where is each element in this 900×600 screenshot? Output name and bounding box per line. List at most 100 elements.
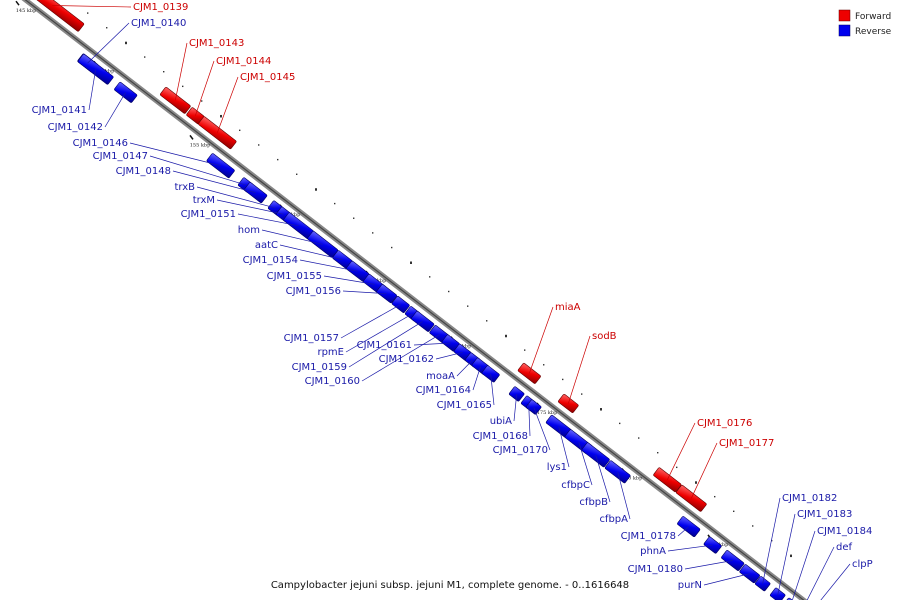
gene-label-cjm1_0184[interactable]: CJM1_0184	[817, 526, 872, 537]
guide-dot	[467, 305, 469, 307]
tick-dots	[87, 12, 792, 558]
gene-label-rpme[interactable]: rpmE	[317, 347, 344, 358]
gene-label-cjm1_0146[interactable]: CJM1_0146	[73, 138, 128, 149]
guide-dot	[524, 349, 526, 351]
leader-line-purn	[703, 573, 750, 586]
gene-label-cjm1_0178[interactable]: CJM1_0178	[621, 531, 676, 542]
gene-label-trxb[interactable]: trxB	[174, 182, 195, 193]
leader-line-cjm1_0140	[87, 22, 130, 64]
gene-label-cjm1_0156[interactable]: CJM1_0156	[286, 286, 341, 297]
gene-label-cjm1_0142[interactable]: CJM1_0142	[48, 122, 103, 133]
gene-label-cjm1_0151[interactable]: CJM1_0151	[181, 209, 236, 220]
guide-dot	[315, 188, 317, 191]
leader-line-trxb	[196, 186, 276, 209]
gene-label-cjm1_0162[interactable]: CJM1_0162	[379, 354, 434, 365]
guide-dot	[657, 451, 659, 454]
leader-line-cjm1_0151	[237, 213, 299, 227]
guide-dot	[505, 334, 507, 338]
gene-label-ubia[interactable]: ubiA	[490, 416, 512, 427]
guide-dot	[182, 85, 184, 88]
guide-dot	[258, 144, 260, 146]
gene-feature-miaa[interactable]	[517, 363, 542, 384]
leader-line-cjm1_0183	[777, 513, 796, 596]
gene-label-cjm1_0157[interactable]: CJM1_0157	[284, 333, 339, 344]
leader-line-cjm1_0165	[490, 373, 495, 406]
gene-label-purn[interactable]: purN	[678, 580, 702, 591]
gene-label-def[interactable]: def	[836, 542, 853, 553]
guide-dot	[201, 100, 203, 102]
gene-label-cjm1_0155[interactable]: CJM1_0155	[267, 271, 322, 282]
gene-label-sodb[interactable]: sodB	[592, 331, 617, 342]
tick-label: 155 kbp	[190, 142, 211, 148]
guide-dot	[220, 114, 222, 118]
gene-label-cfbpa[interactable]: cfbpA	[599, 514, 628, 525]
legend-reverse-label: Reverse	[855, 27, 892, 37]
gene-label-miaa[interactable]: miaA	[555, 302, 581, 313]
leader-line-ubia	[513, 393, 518, 422]
gene-label-cfbpc[interactable]: cfbpC	[561, 480, 590, 491]
gene-label-cjm1_0159[interactable]: CJM1_0159	[292, 362, 347, 373]
gene-label-cjm1_0160[interactable]: CJM1_0160	[305, 376, 360, 387]
map-caption: Campylobacter jejuni subsp. jejuni M1, c…	[271, 580, 629, 591]
leader-line-cjm1_0144	[194, 60, 215, 116]
gene-label-cjm1_0182[interactable]: CJM1_0182	[782, 493, 837, 504]
leader-line-def	[806, 546, 835, 600]
gene-label-cjm1_0145[interactable]: CJM1_0145	[240, 72, 295, 83]
tick-label: 145 kbp	[16, 8, 37, 14]
guide-dot	[448, 290, 450, 293]
leader-line-hom	[261, 229, 323, 245]
backbone	[21, 0, 808, 600]
gene-label-cjm1_0147[interactable]: CJM1_0147	[93, 151, 148, 162]
guide-dot	[372, 232, 374, 234]
leader-line-clpp	[820, 563, 851, 600]
leader-line-cjm1_0141	[88, 69, 97, 111]
gene-label-cjm1_0170[interactable]: CJM1_0170	[493, 445, 548, 456]
gene-label-cjm1_0180[interactable]: CJM1_0180	[628, 564, 683, 575]
gene-label-cjm1_0183[interactable]: CJM1_0183	[797, 509, 852, 520]
gene-label-cjm1_0139[interactable]: CJM1_0139	[133, 2, 188, 13]
guide-dot	[543, 364, 545, 366]
gene-label-cjm1_0148[interactable]: CJM1_0148	[116, 166, 171, 177]
gene-label-aatc[interactable]: aatC	[255, 240, 278, 251]
leader-line-cjm1_0146	[129, 142, 221, 166]
gene-label-cjm1_0168[interactable]: CJM1_0168	[473, 431, 528, 442]
leader-line-cjm1_0161	[413, 342, 451, 346]
label-leaders	[52, 5, 851, 600]
gene-label-cjm1_0176[interactable]: CJM1_0176	[697, 418, 752, 429]
guide-dot	[391, 246, 393, 249]
gene-label-cjm1_0140[interactable]: CJM1_0140	[131, 18, 186, 29]
guide-dot	[752, 525, 754, 527]
leader-line-cjm1_0178	[677, 526, 689, 537]
leader-line-cfbpb	[595, 454, 611, 503]
gene-label-cjm1_0141[interactable]: CJM1_0141	[32, 105, 87, 116]
guide-dot	[581, 393, 583, 395]
gene-label-cjm1_0164[interactable]: CJM1_0164	[416, 385, 471, 396]
gene-label-cjm1_0161[interactable]: CJM1_0161	[357, 340, 412, 351]
leader-line-cjm1_0139	[52, 5, 132, 8]
guide-dot	[486, 320, 488, 322]
gene-label-cjm1_0144[interactable]: CJM1_0144	[216, 56, 271, 67]
guide-dot	[733, 510, 735, 513]
gene-label-moaa[interactable]: moaA	[426, 371, 455, 382]
leader-line-cjm1_0148	[172, 170, 256, 193]
gene-label-cjm1_0143[interactable]: CJM1_0143	[189, 38, 244, 49]
leader-line-cjm1_0159	[348, 321, 423, 368]
gene-label-clpp[interactable]: clpP	[852, 559, 873, 570]
guide-dot	[562, 378, 564, 381]
leader-line-phna	[667, 544, 713, 552]
leader-line-sodb	[567, 335, 591, 404]
gene-label-cjm1_0177[interactable]: CJM1_0177	[719, 438, 774, 449]
gene-label-cjm1_0154[interactable]: CJM1_0154	[243, 255, 298, 266]
guide-dot	[87, 12, 89, 14]
leader-line-miaa	[528, 306, 554, 374]
gene-label-cjm1_0165[interactable]: CJM1_0165	[437, 400, 492, 411]
gene-label-cfbpb[interactable]: cfbpB	[579, 497, 608, 508]
gene-label-trxm[interactable]: trxM	[193, 195, 215, 206]
gene-label-hom[interactable]: hom	[238, 225, 260, 236]
guide-dot	[353, 217, 355, 219]
scale-tick	[189, 134, 194, 140]
leader-line-cfbpa	[617, 471, 631, 520]
gene-label-phna[interactable]: phnA	[640, 546, 666, 557]
gene-label-lys1[interactable]: lys1	[547, 462, 567, 473]
